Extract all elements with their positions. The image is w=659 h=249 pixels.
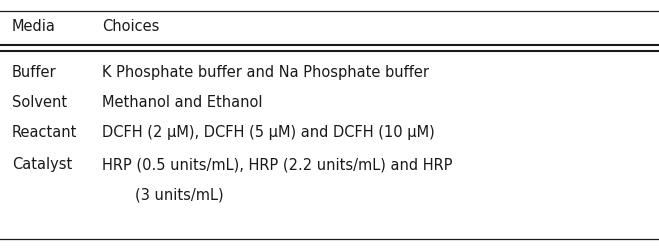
Text: Reactant: Reactant [12, 125, 77, 140]
Text: Media: Media [12, 19, 56, 34]
Text: DCFH (2 μM), DCFH (5 μM) and DCFH (10 μM): DCFH (2 μM), DCFH (5 μM) and DCFH (10 μM… [102, 125, 435, 140]
Text: K Phosphate buffer and Na Phosphate buffer: K Phosphate buffer and Na Phosphate buff… [102, 65, 429, 80]
Text: Buffer: Buffer [12, 65, 57, 80]
Text: Solvent: Solvent [12, 95, 67, 110]
Text: Methanol and Ethanol: Methanol and Ethanol [102, 95, 263, 110]
Text: Choices: Choices [102, 19, 159, 34]
Text: HRP (0.5 units/mL), HRP (2.2 units/mL) and HRP: HRP (0.5 units/mL), HRP (2.2 units/mL) a… [102, 157, 453, 172]
Text: Catalyst: Catalyst [12, 157, 72, 172]
Text: (3 units/mL): (3 units/mL) [135, 188, 223, 203]
